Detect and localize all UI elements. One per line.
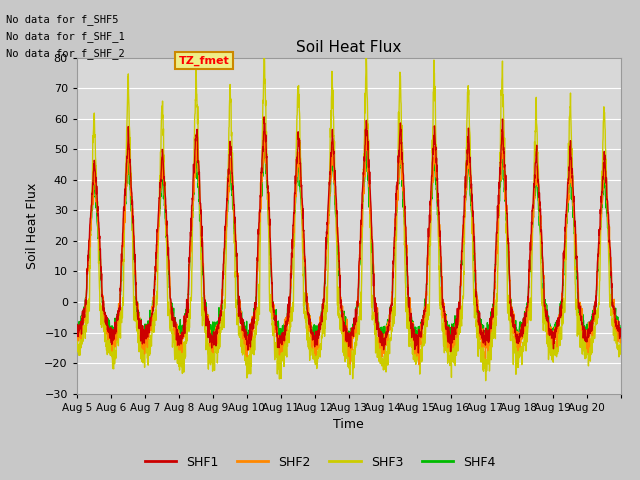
Text: No data for f_SHF_2: No data for f_SHF_2 — [6, 48, 125, 59]
Text: No data for f_SHF5: No data for f_SHF5 — [6, 14, 119, 25]
Title: Soil Heat Flux: Soil Heat Flux — [296, 40, 401, 55]
Text: TZ_fmet: TZ_fmet — [179, 56, 230, 66]
Y-axis label: Soil Heat Flux: Soil Heat Flux — [26, 182, 38, 269]
X-axis label: Time: Time — [333, 418, 364, 431]
Legend: SHF1, SHF2, SHF3, SHF4: SHF1, SHF2, SHF3, SHF4 — [140, 451, 500, 474]
Text: No data for f_SHF_1: No data for f_SHF_1 — [6, 31, 125, 42]
